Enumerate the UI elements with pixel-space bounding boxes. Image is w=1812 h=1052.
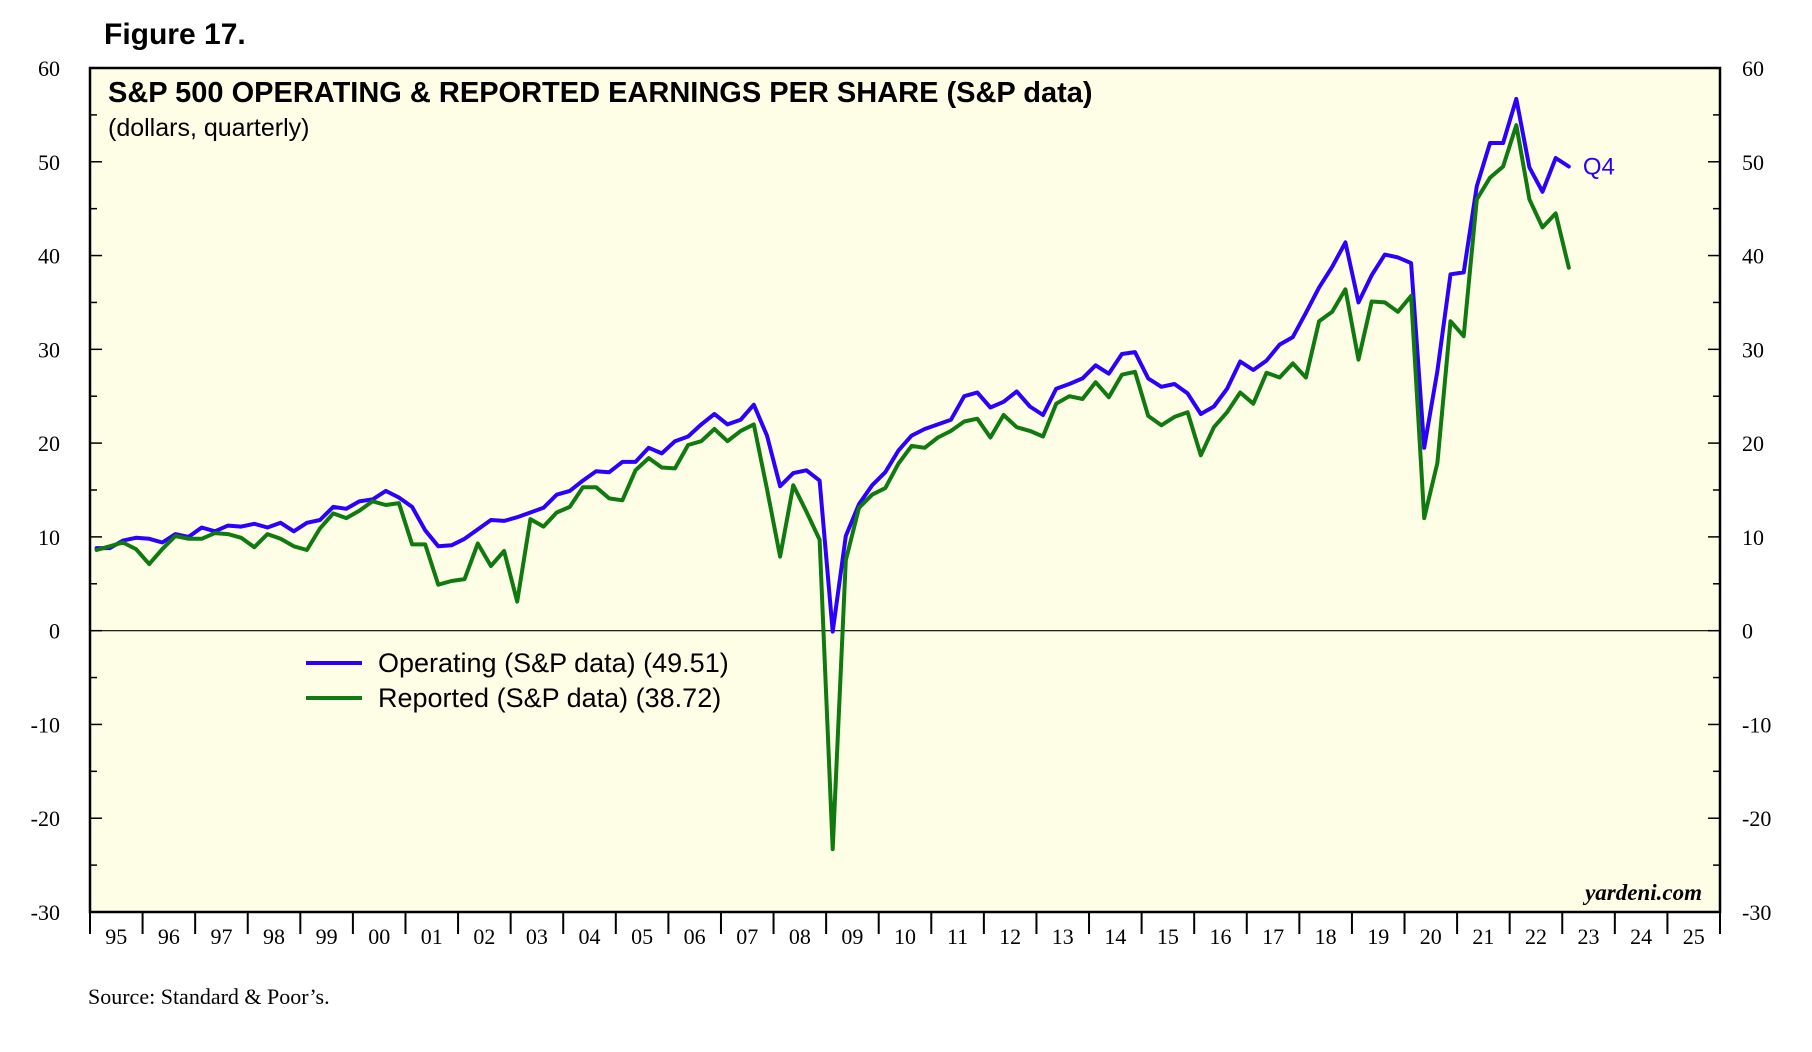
x-tick-label: 98: [263, 924, 285, 949]
x-tick-label: 09: [841, 924, 863, 949]
y-tick-label-left: -10: [31, 712, 60, 737]
y-tick-label-left: 30: [38, 337, 60, 362]
y-tick-label-right: -10: [1742, 712, 1771, 737]
end-label: Q4: [1583, 153, 1615, 180]
x-tick-label: 08: [789, 924, 811, 949]
x-tick-label: 24: [1630, 924, 1652, 949]
y-tick-label-left: 10: [38, 525, 60, 550]
x-tick-label: 12: [999, 924, 1021, 949]
x-tick-label: 05: [631, 924, 653, 949]
y-tick-label-right: -30: [1742, 900, 1771, 925]
y-tick-label-left: -20: [31, 806, 60, 831]
x-tick-label: 04: [579, 924, 601, 949]
x-tick-label: 13: [1052, 924, 1074, 949]
y-tick-label-right: 30: [1742, 337, 1764, 362]
chart-title: S&P 500 OPERATING & REPORTED EARNINGS PE…: [108, 77, 1093, 109]
x-tick-label: 18: [1315, 924, 1337, 949]
x-tick-label: 22: [1525, 924, 1547, 949]
x-tick-label: 17: [1262, 924, 1284, 949]
y-tick-label-right: 20: [1742, 431, 1764, 456]
y-tick-label-left: 0: [49, 619, 60, 644]
x-tick-label: 11: [947, 924, 968, 949]
y-tick-label-left: -30: [31, 900, 60, 925]
y-tick-label-left: 40: [38, 244, 60, 269]
x-tick-label: 00: [368, 924, 390, 949]
x-tick-label: 23: [1578, 924, 1600, 949]
y-tick-label-left: 50: [38, 150, 60, 175]
y-tick-label-right: 40: [1742, 244, 1764, 269]
x-tick-label: 25: [1683, 924, 1705, 949]
y-tick-label-left: 60: [38, 56, 60, 81]
x-tick-label: 96: [158, 924, 180, 949]
series-lines: [94, 96, 1571, 852]
y-tick-label-right: 0: [1742, 619, 1753, 644]
x-tick-label: 16: [1209, 924, 1231, 949]
x-tick-label: 19: [1367, 924, 1389, 949]
x-tick-label: 99: [316, 924, 338, 949]
x-tick-label: 07: [736, 924, 758, 949]
chart-subtitle: (dollars, quarterly): [108, 114, 309, 142]
series-line-operating: [94, 96, 1571, 634]
x-tick-label: 06: [684, 924, 706, 949]
plot-area: [90, 68, 1720, 912]
x-tick-label: 03: [526, 924, 548, 949]
x-tick-label: 21: [1472, 924, 1494, 949]
x-tick-label: 15: [1157, 924, 1179, 949]
x-tick-label: 01: [421, 924, 443, 949]
x-tick-label: 97: [210, 924, 232, 949]
x-tick-label: 10: [894, 924, 916, 949]
series-line-reported: [94, 123, 1571, 852]
credit-label: yardeni.com: [1582, 880, 1702, 905]
x-tick-label: 02: [473, 924, 495, 949]
figure-label: Figure 17.: [104, 18, 246, 51]
plot-frame: [88, 66, 1722, 914]
y-tick-label-right: 60: [1742, 56, 1764, 81]
legend-label-operating: Operating (S&P data) (49.51): [378, 648, 729, 678]
x-tick-label: 20: [1420, 924, 1442, 949]
y-tick-label-right: 50: [1742, 150, 1764, 175]
y-tick-label-left: 20: [38, 431, 60, 456]
legend: Operating (S&P data) (49.51) Reported (S…: [306, 648, 729, 713]
y-tick-label-right: -20: [1742, 806, 1771, 831]
source-note: Source: Standard & Poor’s.: [88, 984, 330, 1009]
legend-label-reported: Reported (S&P data) (38.72): [378, 683, 721, 713]
x-tick-label: 14: [1104, 924, 1126, 949]
x-tick-label: 95: [105, 924, 127, 949]
y-tick-label-right: 10: [1742, 525, 1764, 550]
